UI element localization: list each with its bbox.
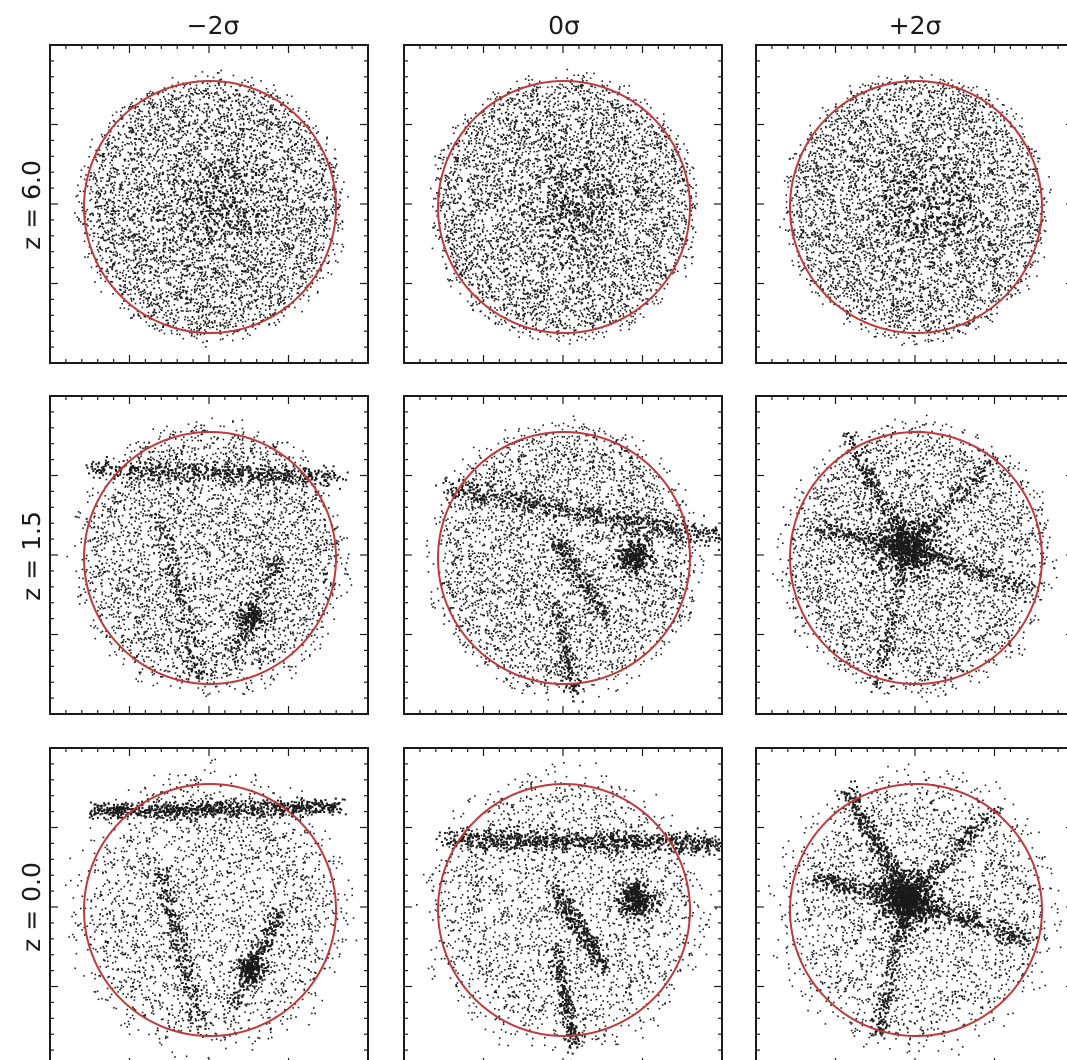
panel-frame: [50, 748, 368, 1060]
panel-r1-c0: [50, 396, 368, 714]
panel-r0-c2: [756, 45, 1067, 363]
panel-r2-c1: [404, 748, 722, 1060]
column-label-plus-2sigma: +2σ: [889, 11, 942, 40]
panel-r1-c1: [404, 396, 722, 714]
row-label-z-1-5: z = 1.5: [17, 511, 46, 601]
panel-r2-c0: [50, 748, 368, 1060]
panel-r0-c1: [404, 45, 722, 363]
column-label-minus-2sigma: −2σ: [187, 11, 240, 40]
panel-r1-c2: [756, 396, 1067, 714]
row-label-z-6: z = 6.0: [17, 160, 46, 250]
row-label-z-0: z = 0.0: [17, 862, 46, 952]
panel-r0-c0: [50, 45, 368, 363]
panels-group: [50, 45, 1067, 1060]
column-label-0sigma: 0σ: [548, 11, 580, 40]
panel-r2-c2: [756, 748, 1067, 1060]
